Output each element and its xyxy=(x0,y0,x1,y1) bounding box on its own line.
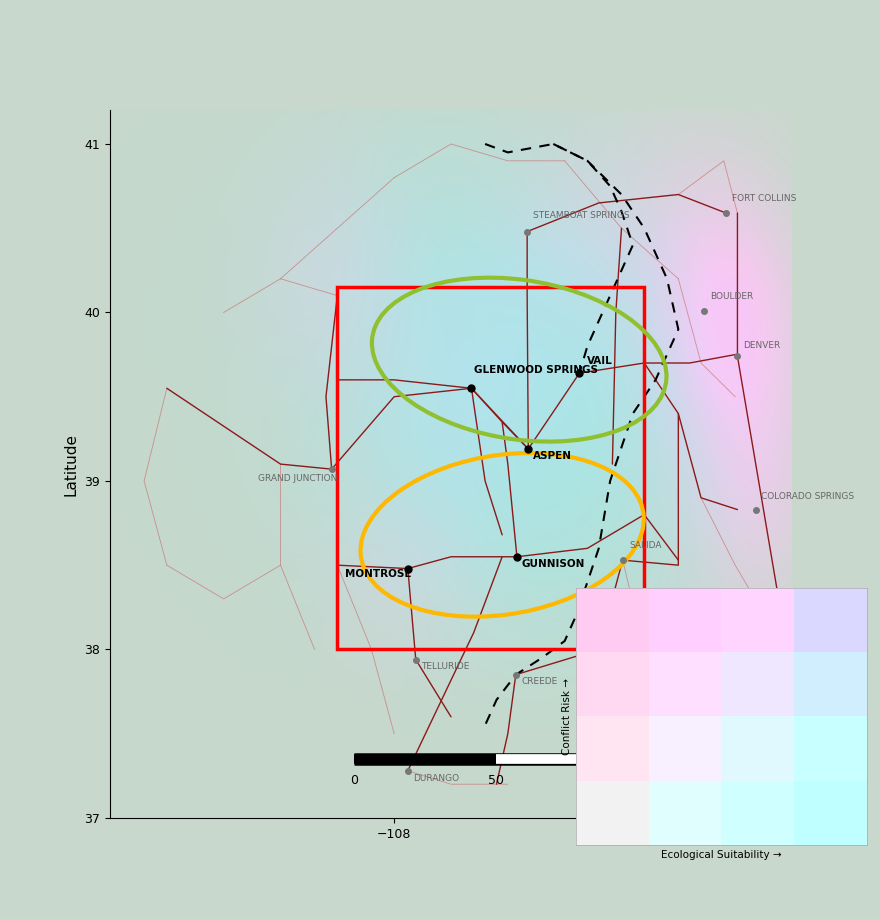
Text: BOULDER: BOULDER xyxy=(710,291,753,301)
Text: DENVER: DENVER xyxy=(743,341,781,349)
Text: MONTROSE: MONTROSE xyxy=(345,569,411,579)
Text: 50: 50 xyxy=(488,774,504,788)
Text: GLENWOOD SPRINGS: GLENWOOD SPRINGS xyxy=(473,365,598,375)
Text: VAIL: VAIL xyxy=(587,357,613,367)
Y-axis label: Conflict Risk →: Conflict Risk → xyxy=(562,678,572,755)
Text: 100 km: 100 km xyxy=(615,774,662,788)
Text: PUEBLO: PUEBLO xyxy=(785,607,820,616)
Text: STEAMBOAT SPRINGS: STEAMBOAT SPRINGS xyxy=(532,210,629,220)
Text: ASPEN: ASPEN xyxy=(532,450,572,460)
X-axis label: Ecological Suitability →: Ecological Suitability → xyxy=(661,850,782,859)
Text: SALIDA: SALIDA xyxy=(629,541,662,550)
Y-axis label: Latitude: Latitude xyxy=(64,433,79,495)
Text: GRAND JUNCTION: GRAND JUNCTION xyxy=(258,473,337,482)
Text: COLORADO SPRINGS: COLORADO SPRINGS xyxy=(761,493,854,501)
Text: DURANGO: DURANGO xyxy=(414,774,459,782)
Text: GUNNISON: GUNNISON xyxy=(522,559,585,569)
Text: FORT COLLINS: FORT COLLINS xyxy=(732,194,796,203)
Bar xyxy=(337,287,644,650)
Text: 0: 0 xyxy=(350,774,358,788)
Text: TELLURIDE: TELLURIDE xyxy=(422,663,470,671)
Text: CREEDE: CREEDE xyxy=(522,677,558,686)
